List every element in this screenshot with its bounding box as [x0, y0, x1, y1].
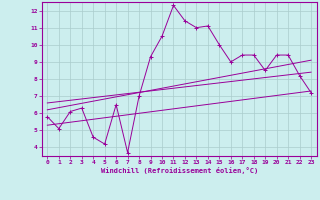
- X-axis label: Windchill (Refroidissement éolien,°C): Windchill (Refroidissement éolien,°C): [100, 167, 258, 174]
